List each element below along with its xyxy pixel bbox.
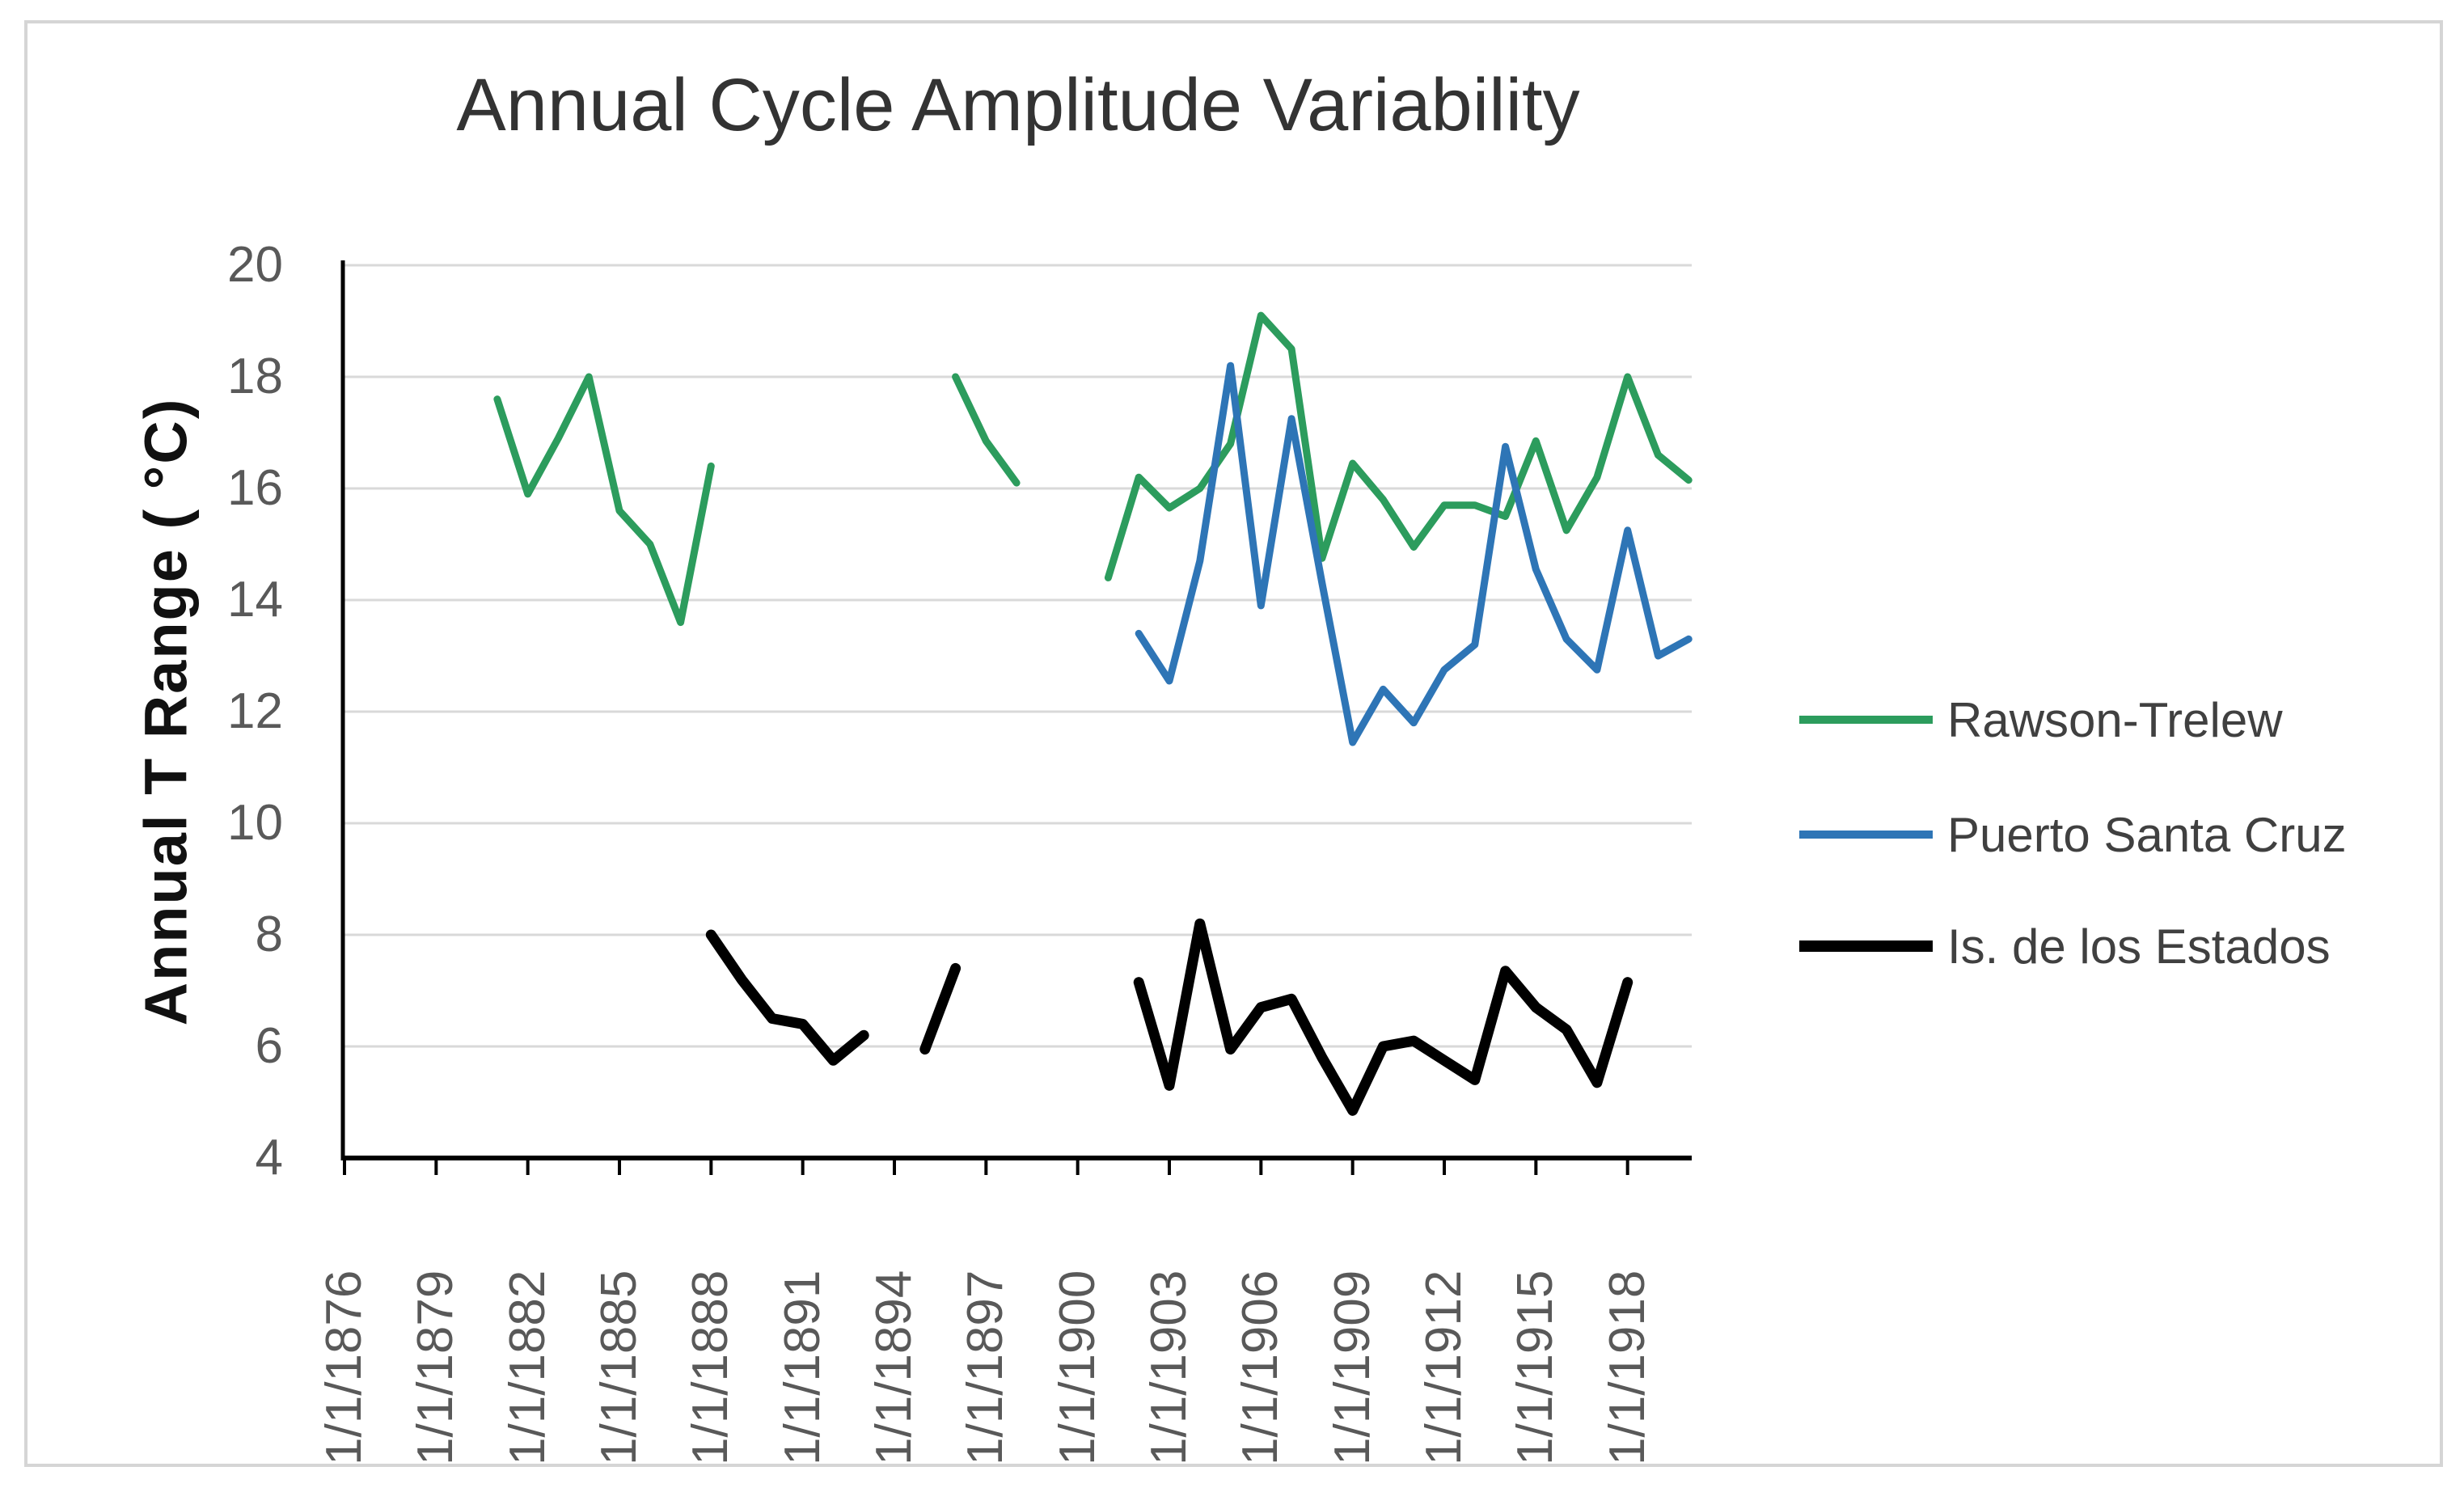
legend-label: Puerto Santa Cruz <box>1947 807 2347 862</box>
x-tick-label: 1/1/1897 <box>957 1270 1014 1465</box>
series-line-is-de-los-estados-seg1 <box>919 962 962 1055</box>
x-tick-label: 1/1/1882 <box>499 1270 556 1465</box>
chart-border <box>24 20 2443 1467</box>
y-tick-label: 10 <box>227 795 283 851</box>
x-tick-label: 1/1/1912 <box>1416 1270 1472 1465</box>
x-tick-label: 1/1/1900 <box>1049 1270 1105 1465</box>
y-tick-label: 20 <box>227 237 283 293</box>
series-line-is-de-los-estados-seg2 <box>1133 918 1634 1116</box>
y-tick-label: 18 <box>227 349 283 404</box>
legend-label: Rawson-Trelew <box>1947 692 2283 747</box>
legend-item-is-de-los-estados: Is. de los Estados <box>1799 918 2331 974</box>
legend-swatch-is-de-los-estados <box>1799 940 1933 952</box>
y-tick-label: 16 <box>227 460 283 516</box>
legend-item-rawson-trelew: Rawson-Trelew <box>1799 691 2283 748</box>
x-tick-label: 1/1/1903 <box>1141 1270 1197 1465</box>
chart-title: Annual Cycle Amplitude Variability <box>456 64 1580 146</box>
x-tick-label: 1/1/1885 <box>591 1270 647 1465</box>
series-line-rawson-trelew-seg2 <box>1104 311 1693 581</box>
series-line-rawson-trelew-seg0 <box>493 373 715 627</box>
x-tick-label: 1/1/1876 <box>316 1270 372 1465</box>
series-line-puerto-santa-cruz-seg0 <box>1135 361 1693 746</box>
legend-item-puerto-santa-cruz: Puerto Santa Cruz <box>1799 806 2347 863</box>
y-tick-label: 14 <box>227 572 283 628</box>
x-tick-label: 1/1/1894 <box>866 1270 922 1465</box>
x-tick-label: 1/1/1891 <box>774 1270 830 1465</box>
legend-swatch-puerto-santa-cruz <box>1799 831 1933 839</box>
x-tick-label: 1/1/1909 <box>1324 1270 1380 1465</box>
y-tick-label: 6 <box>255 1018 283 1074</box>
x-tick-label: 1/1/1915 <box>1507 1270 1564 1465</box>
series-line-is-de-los-estados-seg0 <box>705 929 869 1066</box>
legend-swatch-rawson-trelew <box>1799 716 1933 724</box>
legend-label: Is. de los Estados <box>1947 919 2331 974</box>
x-tick-label: 1/1/1879 <box>408 1270 464 1465</box>
x-tick-label: 1/1/1906 <box>1232 1270 1289 1465</box>
series-line-rawson-trelew-seg1 <box>952 373 1021 487</box>
x-tick-label: 1/1/1888 <box>683 1270 739 1465</box>
y-tick-label: 12 <box>227 683 283 739</box>
x-tick-label: 1/1/1918 <box>1599 1270 1655 1465</box>
y-tick-label: 4 <box>255 1130 283 1186</box>
y-tick-label: 8 <box>255 907 283 962</box>
